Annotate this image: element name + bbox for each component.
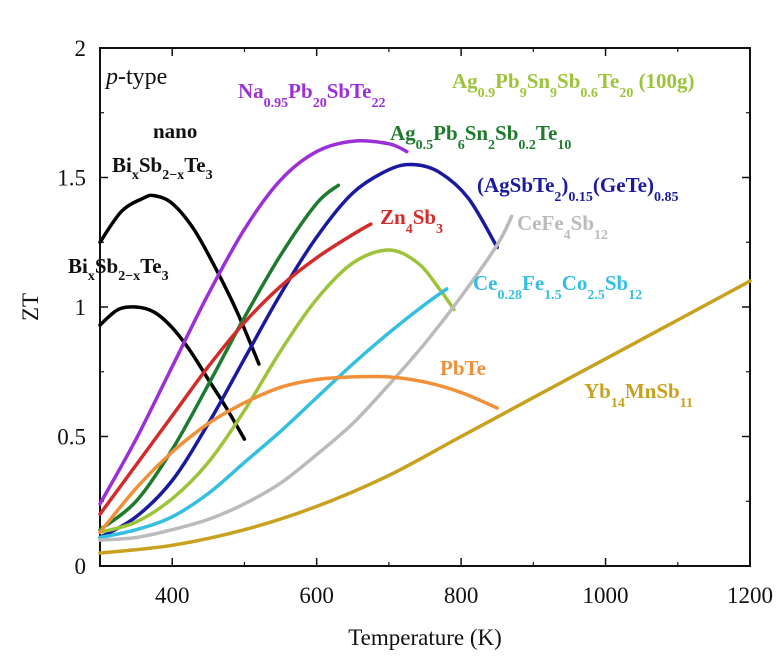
series-line-7 [98, 287, 449, 540]
series-line-0 [98, 193, 261, 366]
label-pbte: PbTe [440, 356, 486, 380]
tick-marks [100, 47, 751, 567]
label-napb: Na0.95Pb20SbTe22 [238, 79, 385, 111]
series-line-2 [98, 139, 409, 506]
label-agsbte-gete: (AgSbTe2)0.15(GeTe)0.85 [477, 173, 678, 205]
label-agpb6: Ag0.5Pb6Sn2Sb0.2Te10 [390, 121, 571, 153]
y-tick-label: 0 [75, 554, 87, 579]
label-cefe4sb12: CeFe4Sb12 [517, 211, 608, 243]
series-line-3 [98, 183, 341, 532]
x-tick-label: 1000 [583, 583, 629, 608]
y-tick-label: 1.5 [57, 166, 86, 191]
series-line-1 [98, 305, 247, 441]
x-tick-label: 400 [155, 583, 190, 608]
label-zn4sb3: Zn4Sb3 [380, 205, 443, 237]
x-axis-title: Temperature (K) [348, 625, 502, 650]
x-tick-label: 800 [444, 583, 479, 608]
y-tick-label: 1 [75, 295, 87, 320]
series-line-10 [98, 279, 752, 555]
label-nano-bst-line1: nano [153, 119, 197, 143]
p-type-annotation: p-type [104, 64, 167, 90]
plot-frame [99, 47, 751, 567]
series-line-5 [98, 222, 373, 516]
y-tick-label: 0.5 [57, 425, 86, 450]
y-tick-labels: 0 0.5 1 1.5 2 [57, 36, 86, 579]
x-tick-label: 600 [299, 583, 334, 608]
series-line-6 [98, 248, 456, 535]
series-line-4 [98, 162, 499, 540]
label-nano-bst: BixSb2−xTe3 [112, 153, 213, 183]
label-yb14mnsb11: Yb14MnSb11 [584, 379, 693, 411]
label-bst: BixSb2−xTe3 [68, 254, 169, 284]
series-line-8 [98, 214, 514, 542]
y-tick-label: 2 [75, 36, 87, 61]
series-group [98, 139, 752, 555]
x-tick-label: 1200 [727, 583, 773, 608]
x-tick-labels: 400 600 800 1000 1200 [155, 583, 773, 608]
series-line-9 [98, 374, 499, 535]
label-agpbsn-100g: Ag0.9Pb9Sn9Sb0.6Te20 (100g) [452, 69, 695, 101]
y-axis-title: ZT [18, 293, 43, 321]
label-cefeco: Ce0.28Fe1.5Co2.5Sb12 [473, 271, 642, 303]
